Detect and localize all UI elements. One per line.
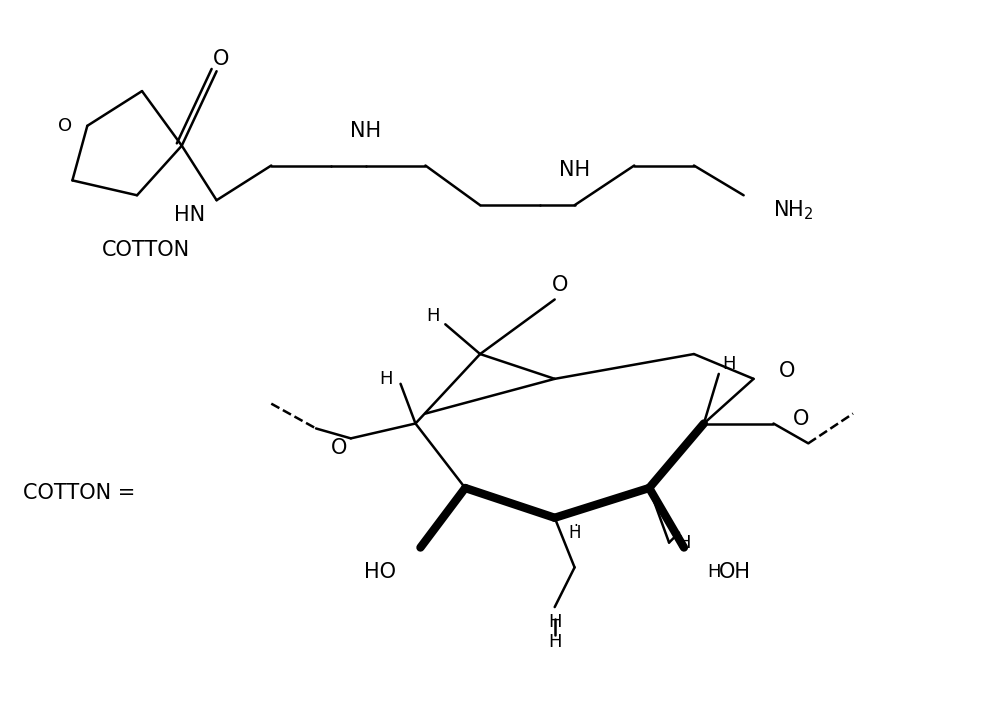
Text: O: O: [213, 50, 230, 69]
Text: H: H: [427, 307, 440, 325]
Text: HN: HN: [174, 205, 205, 225]
Text: NH: NH: [350, 121, 381, 141]
Text: NH: NH: [559, 160, 590, 180]
Text: H: H: [677, 533, 691, 551]
Text: Ḣ: Ḣ: [568, 523, 581, 541]
Text: O: O: [331, 439, 347, 458]
Text: NH$_2$: NH$_2$: [773, 198, 814, 222]
Text: H: H: [707, 564, 721, 582]
Text: OH: OH: [719, 562, 751, 582]
Text: H: H: [722, 355, 735, 373]
Text: H: H: [548, 633, 561, 651]
Text: HO: HO: [364, 562, 396, 582]
Text: COTTON =: COTTON =: [23, 483, 135, 503]
Text: O: O: [58, 116, 72, 135]
Text: H: H: [379, 370, 392, 388]
Text: O: O: [778, 361, 795, 381]
Text: H: H: [548, 613, 561, 631]
Text: COTTON: COTTON: [102, 240, 190, 260]
Text: O: O: [551, 275, 568, 295]
Text: O: O: [793, 408, 810, 429]
